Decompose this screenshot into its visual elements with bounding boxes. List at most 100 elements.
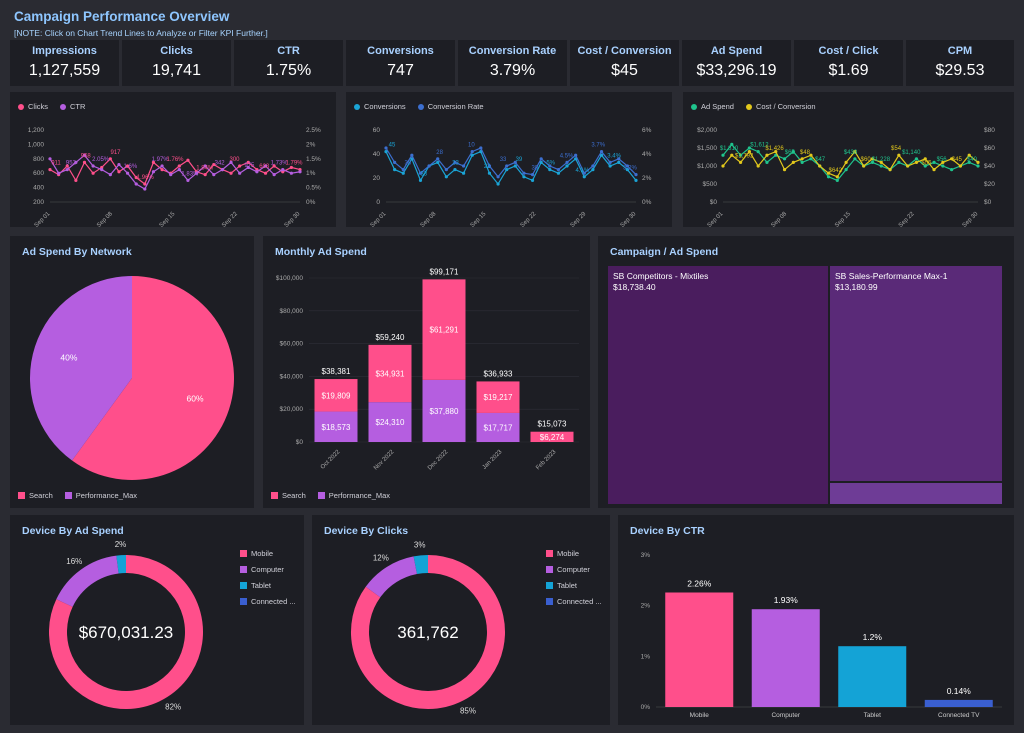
bar-segment [368, 344, 412, 403]
legend-item[interactable]: Mobile [546, 545, 602, 561]
legend-label: Search [29, 491, 53, 500]
device-clicks-donut[interactable]: 3% 12% 85% 361,762 [312, 515, 610, 725]
treemap-cell-value: $18,738.40 [613, 282, 656, 292]
y-tick-label: 400 [33, 185, 44, 192]
legend-item[interactable]: CTR [60, 102, 85, 111]
series-point [826, 175, 831, 179]
donut-slice-label: 2% [115, 540, 127, 549]
legend-item[interactable]: Ad Spend [691, 102, 734, 111]
series-point [853, 157, 857, 161]
point-label: $40 [967, 157, 978, 163]
trend-chart-ad-spend[interactable]: Ad Spend Cost / Conversion $2,000 $1,500 $… [683, 92, 1014, 227]
point-label: $1,426 [765, 146, 784, 152]
legend-label: Connected ... [557, 596, 602, 606]
pie-slice [72, 276, 235, 480]
kpi-ctr[interactable]: CTR 1.75% [234, 40, 343, 86]
kpi-conversion-rate[interactable]: Conversion Rate 3.79% [458, 40, 567, 86]
point-label: 45 [389, 143, 396, 149]
legend-item[interactable]: Performance_Max [317, 491, 390, 500]
legend-item[interactable]: Computer [240, 561, 296, 577]
trend-chart-conversions[interactable]: Conversions Conversion Rate 60 40 20 0 6% 4% 2… [346, 92, 672, 227]
legend-item[interactable]: Tablet [546, 577, 602, 593]
kpi-cpm[interactable]: CPM $29.53 [906, 40, 1014, 86]
bar-value-label: $18,573 [322, 423, 351, 432]
series-point [522, 175, 526, 179]
legend-item[interactable]: Search [271, 491, 306, 500]
series-point [967, 153, 971, 157]
kpi-ad-spend[interactable]: Ad Spend $33,296.19 [682, 40, 791, 86]
kpi-cost-per-click[interactable]: Cost / Click $1.69 [794, 40, 903, 86]
series-point [932, 160, 936, 164]
legend-item[interactable]: Search [18, 491, 53, 500]
point-label: 22 [484, 164, 491, 170]
legend-item[interactable]: Conversion Rate [417, 102, 484, 111]
legend-item[interactable]: Connected ... [240, 593, 296, 609]
series-point [410, 153, 414, 157]
kpi-label: Conversions [367, 45, 434, 57]
series-point [272, 164, 276, 168]
legend-item[interactable]: Cost / Conversion [745, 102, 816, 111]
bar-total-label: $99,171 [430, 267, 459, 276]
legend-label: Clicks [28, 102, 48, 111]
legend-label: Performance_Max [75, 491, 138, 500]
trend-line-chart[interactable]: 1,200 1,000 800 600 400 200 2.5% 2% 1.5% 1% 0.5% 0%… [10, 92, 336, 227]
series-point [393, 160, 397, 164]
legend-item[interactable]: Mobile [240, 545, 296, 561]
point-label: 300 [229, 157, 240, 163]
treemap-cell[interactable] [830, 483, 1002, 504]
series-point [212, 162, 216, 167]
point-label: 33 [420, 171, 427, 177]
device-ad-spend-donut[interactable]: 2% 16% 82% $670,031.23 [10, 515, 304, 725]
kpi-impressions[interactable]: Impressions 1,127,559 [10, 40, 119, 86]
series-point [453, 168, 457, 172]
series-point [556, 171, 561, 175]
series-point [625, 164, 629, 168]
y2-tick-label: $0 [984, 199, 992, 206]
series-point [556, 168, 561, 172]
panel-title: Device By Clicks [324, 525, 409, 537]
series-point [879, 164, 883, 168]
legend-label: Cost / Conversion [755, 102, 816, 111]
series-point [151, 170, 156, 174]
bar [665, 592, 734, 707]
x-tick-label: Sep 30 [962, 211, 980, 227]
trend-line-chart[interactable]: 60 40 20 0 6% 4% 2% 0% Sep 01 Sep 08 Sep 15 Sep 22 S… [346, 92, 672, 227]
kpi-cost-per-conversion[interactable]: Cost / Conversion $45 [570, 40, 679, 86]
legend-item[interactable]: Connected ... [546, 593, 602, 609]
legend-dot [60, 103, 66, 110]
series-point [870, 157, 875, 161]
kpi-conversions[interactable]: Conversions 747 [346, 40, 455, 86]
series-point [958, 164, 963, 168]
device-ctr-bar-chart[interactable]: 3% 2% 1% 0% 2.26% Mobile 1.93% Computer 1.2% Tabl… [618, 515, 1014, 725]
series-point [914, 157, 919, 161]
y-tick-label: 200 [33, 199, 44, 206]
legend-item[interactable]: Performance_Max [64, 491, 138, 500]
series-point [384, 146, 388, 150]
point-label: 4.5% [560, 153, 574, 159]
x-tick-label: Connected TV [938, 712, 980, 719]
series-point [608, 164, 612, 168]
trend-chart-clicks-ctr[interactable]: Clicks CTR 1,200 1,000 800 600 400 200 2.5% 2% 1… [10, 92, 336, 227]
monthly-stacked-bar-chart[interactable]: $100,000 $80,000 $60,000 $40,000 $20,000 $0 $1… [263, 258, 590, 488]
treemap-cell[interactable]: SB Competitors - Mixtiles $18,738.40 [608, 266, 828, 504]
legend-item[interactable]: Conversions [354, 102, 406, 111]
series-point [756, 150, 760, 154]
page-title: Campaign Performance Overview [14, 9, 230, 24]
trend-line-chart[interactable]: $2,000 $1,500 $1,000 $500 $0 $80 $60 $40 $20 $0 Se… [683, 92, 1014, 227]
point-label: $1,792 [735, 153, 754, 159]
network-pie-chart[interactable]: 60% 40% [10, 258, 254, 498]
x-tick-label: Sep 22 [221, 211, 239, 227]
legend-item[interactable]: Clicks [18, 102, 48, 111]
series-point [730, 142, 734, 146]
kpi-value: $29.53 [935, 62, 985, 79]
legend-item[interactable]: Computer [546, 561, 602, 577]
y2-tick-label: $60 [984, 145, 995, 152]
y-tick-label: 20 [373, 175, 381, 182]
y-tick-label: $0 [710, 199, 718, 206]
treemap-cell[interactable]: SB Sales-Performance Max-1 $13,180.99 [830, 266, 1002, 481]
legend-item[interactable]: Tablet [240, 577, 296, 593]
y2-tick-label: 0.5% [306, 185, 321, 192]
kpi-clicks[interactable]: Clicks 19,741 [122, 40, 231, 86]
series-point [870, 160, 875, 164]
point-label: $48 [800, 150, 811, 156]
